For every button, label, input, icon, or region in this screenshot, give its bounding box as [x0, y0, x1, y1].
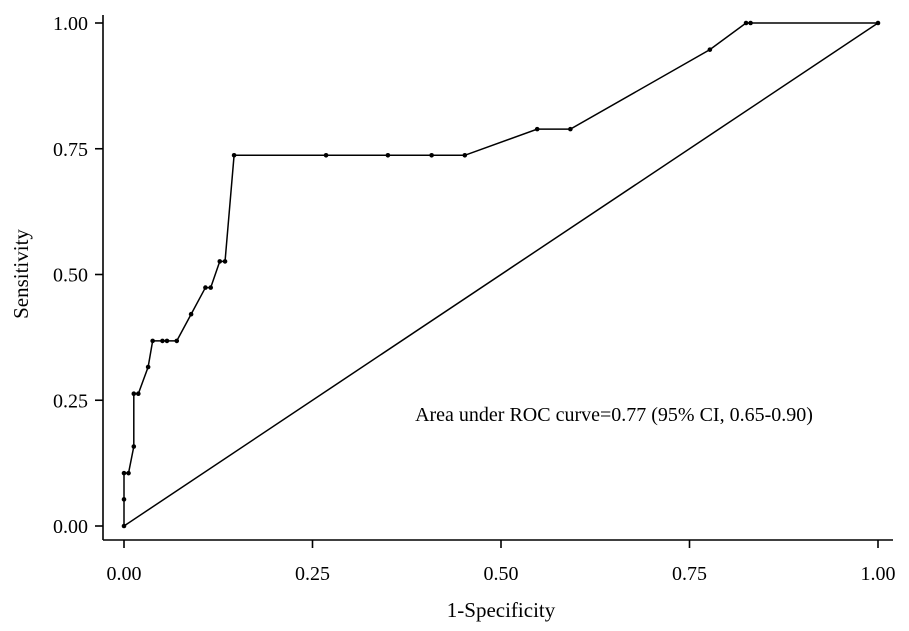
x-axis-ticks: 0.00 0.25 0.50 0.75 1.00 [107, 540, 896, 585]
roc-point [164, 338, 170, 344]
x-tick-label: 0.00 [107, 563, 142, 585]
roc-point [150, 338, 155, 344]
reference-diagonal-line [123, 22, 879, 527]
y-tick-label: 0.75 [53, 139, 88, 161]
roc-point [568, 126, 573, 132]
roc-point [534, 126, 540, 132]
y-tick-label: 1.00 [53, 13, 88, 35]
auc-annotation: Area under ROC curve=0.77 (95% CI, 0.65-… [415, 404, 813, 426]
roc-point [131, 444, 137, 449]
roc-point [707, 47, 713, 52]
roc-point [174, 338, 180, 344]
roc-point [323, 152, 329, 158]
roc-point [217, 259, 223, 264]
plot-area: 0.00 0.25 0.50 0.75 1.00 0.00 0.25 0.50 0.75 1.0… [53, 13, 896, 585]
roc-point [136, 391, 141, 397]
roc-point [748, 20, 753, 26]
roc-point [203, 285, 208, 290]
roc-point [126, 470, 131, 476]
roc-point [188, 311, 194, 317]
x-tick-label: 1.00 [861, 563, 896, 585]
roc-curve-line [123, 22, 878, 526]
roc-point [231, 152, 237, 158]
roc-point [121, 523, 127, 529]
y-tick-label: 0.25 [53, 390, 88, 412]
x-tick-label: 0.75 [672, 563, 707, 585]
y-axis-label: Sensitivity [9, 229, 33, 319]
y-axis-ticks: 0.00 0.25 0.50 0.75 1.00 [53, 13, 103, 538]
y-tick-label: 0.50 [53, 265, 88, 287]
roc-point [208, 285, 214, 290]
x-tick-label: 0.25 [295, 563, 330, 585]
roc-curve-points [121, 20, 881, 529]
roc-point [429, 152, 434, 158]
roc-point [121, 497, 127, 502]
x-axis-label: 1-Specificity [447, 598, 556, 622]
roc-point [222, 259, 228, 264]
roc-point [743, 20, 749, 26]
y-tick-label: 0.00 [53, 516, 88, 538]
roc-point [145, 364, 151, 370]
roc-point [131, 391, 137, 397]
roc-point [462, 152, 468, 158]
x-tick-label: 0.50 [484, 563, 519, 585]
roc-point [875, 20, 881, 26]
roc-point [121, 470, 127, 476]
roc-point [160, 338, 165, 344]
roc-point [385, 152, 391, 158]
